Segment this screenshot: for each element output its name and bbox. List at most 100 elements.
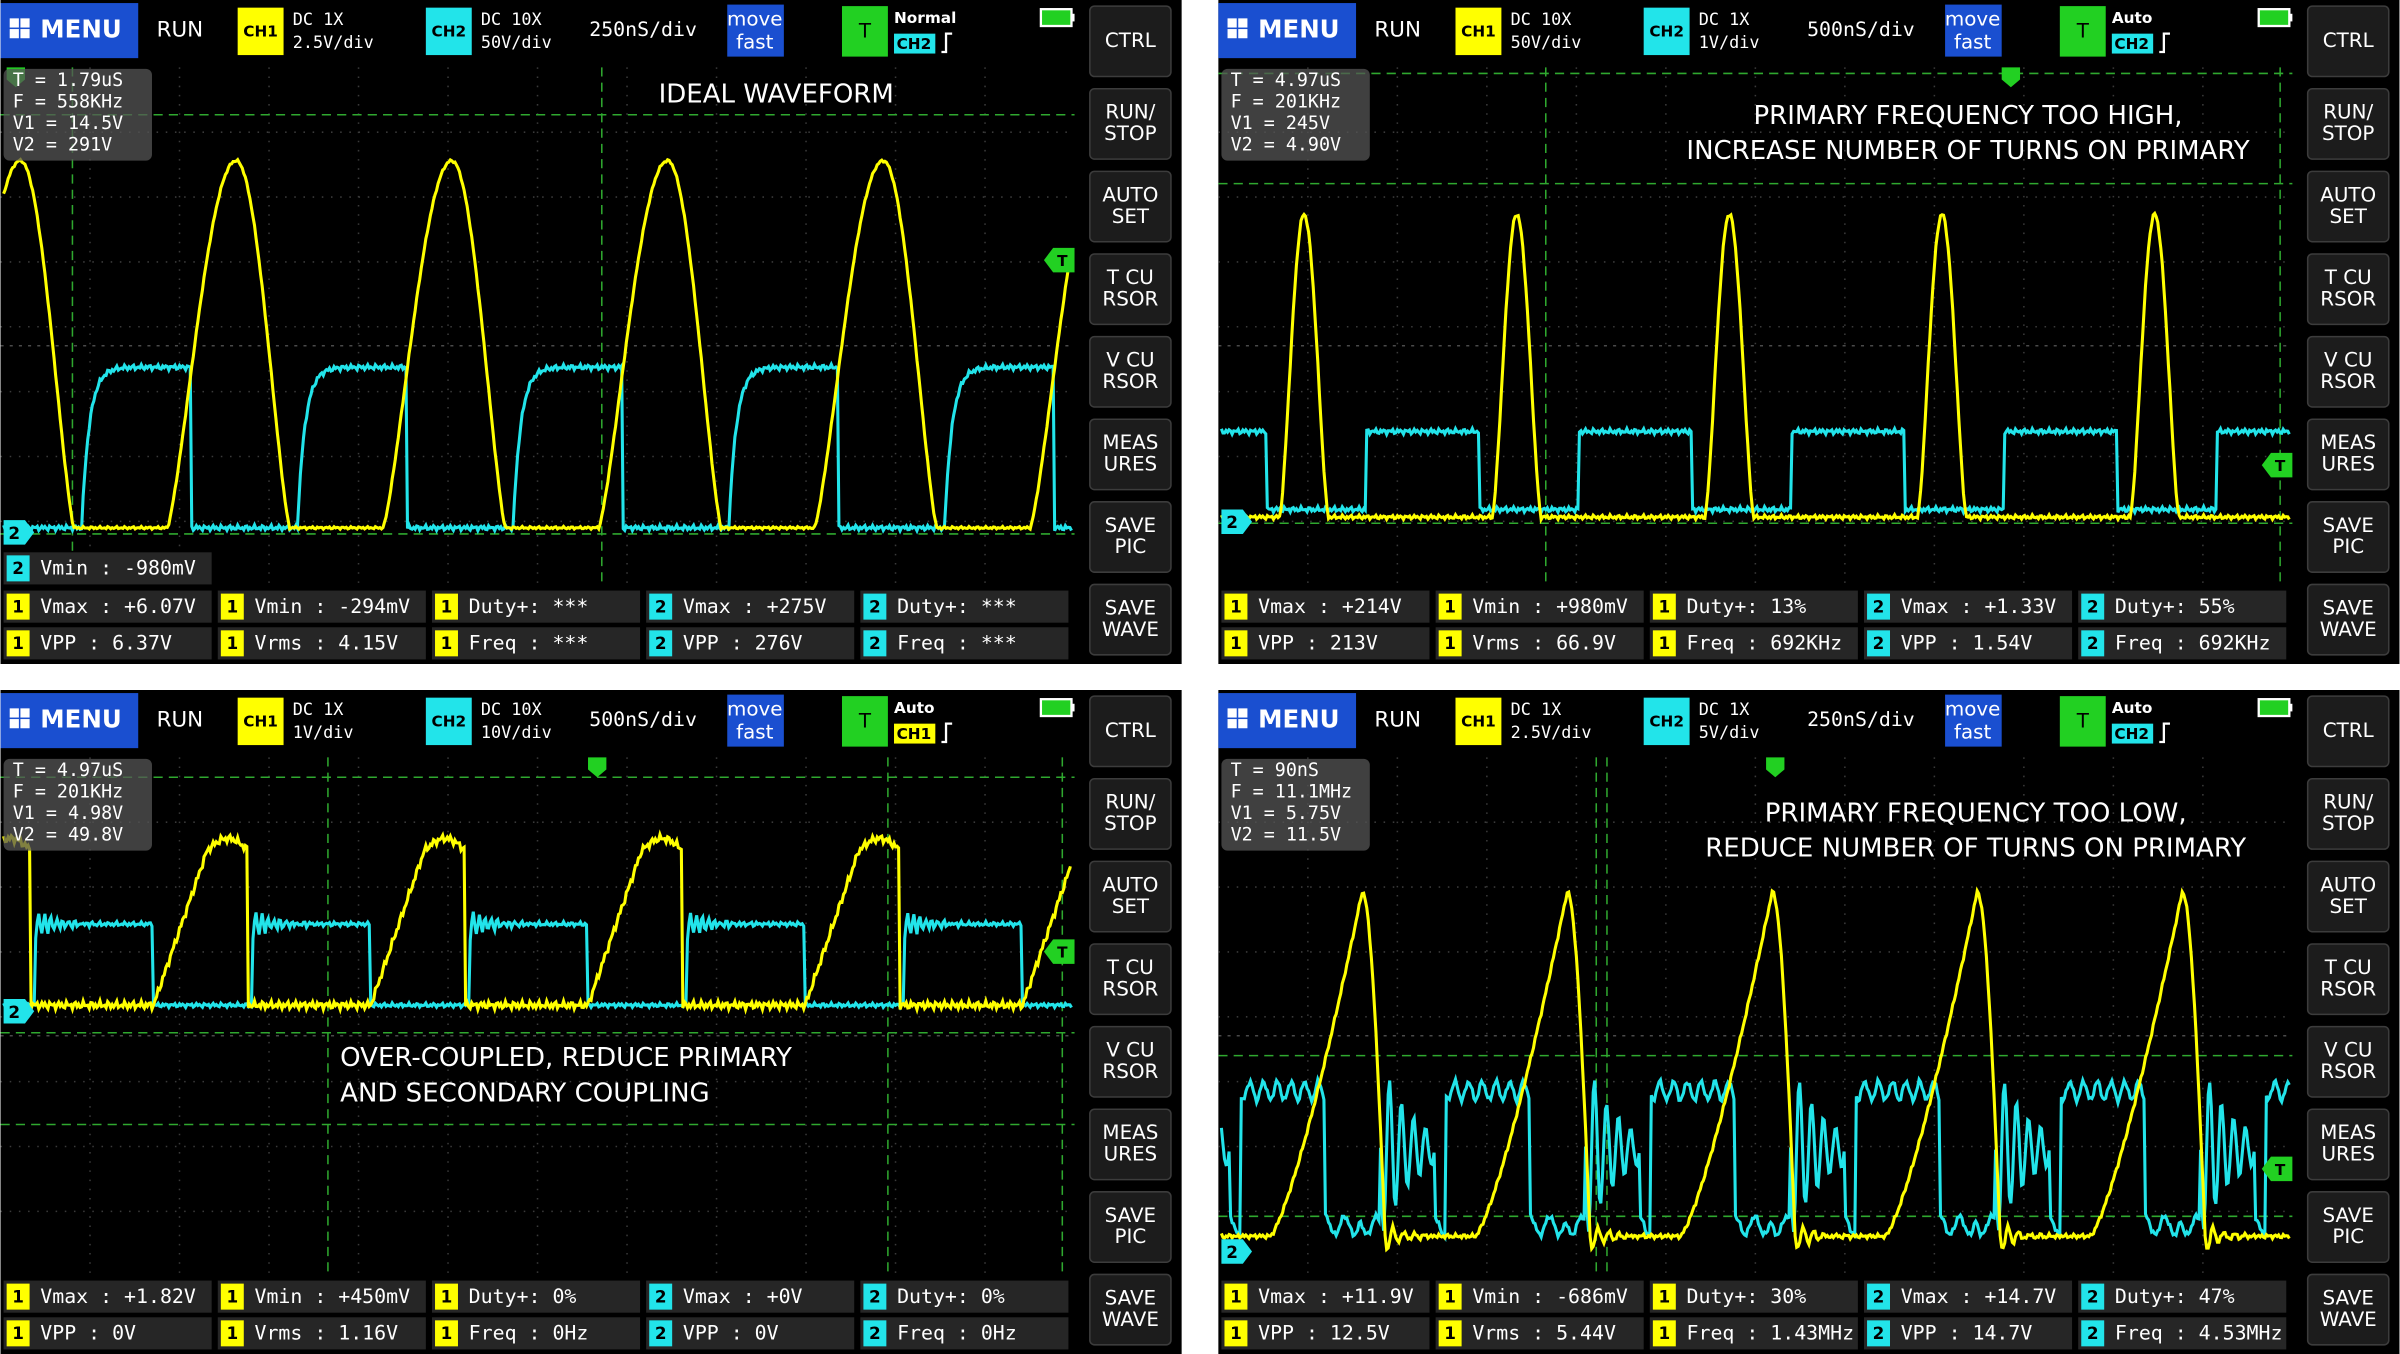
side-button[interactable]: [2306, 943, 2390, 1016]
side-button-label[interactable]: AUTO: [1102, 873, 1158, 896]
side-button-label[interactable]: MEAS: [1102, 431, 1158, 454]
side-button-label[interactable]: SAVE: [2322, 596, 2373, 619]
side-button[interactable]: [2306, 501, 2390, 573]
side-button-label[interactable]: SAVE: [1105, 1204, 1156, 1227]
move-label[interactable]: move: [1945, 7, 2001, 30]
side-button-label[interactable]: SET: [2330, 895, 2368, 918]
side-button-label[interactable]: STOP: [2322, 122, 2374, 145]
side-button-label[interactable]: SET: [1112, 895, 1150, 918]
side-button-label[interactable]: SAVE: [2322, 1286, 2373, 1309]
side-button-label[interactable]: RSOR: [2320, 1060, 2376, 1083]
fast-label[interactable]: fast: [736, 30, 774, 53]
side-button-label[interactable]: STOP: [1104, 812, 1156, 835]
side-button-label[interactable]: AUTO: [2320, 183, 2376, 206]
side-button-label[interactable]: WAVE: [2320, 618, 2377, 641]
side-button-label[interactable]: RSOR: [2320, 977, 2376, 1000]
side-button[interactable]: [1089, 777, 1172, 850]
side-button-label[interactable]: MEAS: [2320, 1121, 2376, 1144]
side-button-label[interactable]: SAVE: [2322, 514, 2373, 537]
side-button-label[interactable]: T CU: [2324, 266, 2372, 289]
side-button[interactable]: [1089, 253, 1172, 326]
side-button-label[interactable]: RSOR: [2320, 287, 2376, 310]
side-button[interactable]: [1089, 860, 1172, 933]
side-button-label[interactable]: STOP: [2322, 812, 2374, 835]
menu-label[interactable]: MENU: [1258, 705, 1339, 734]
side-button[interactable]: [1089, 695, 1172, 768]
side-button[interactable]: [1089, 1108, 1172, 1181]
side-button[interactable]: [1089, 1025, 1172, 1098]
menu-label[interactable]: MENU: [1258, 15, 1339, 44]
move-label[interactable]: move: [1945, 697, 2001, 720]
fast-label[interactable]: fast: [736, 720, 774, 743]
move-fast-bg[interactable]: [727, 694, 784, 747]
side-button-label[interactable]: URES: [1104, 1143, 1158, 1166]
side-button[interactable]: [1089, 5, 1172, 78]
side-button-label[interactable]: RUN/: [1105, 101, 1155, 124]
side-button[interactable]: [1089, 943, 1172, 1016]
side-button[interactable]: [1089, 87, 1172, 160]
side-button[interactable]: [2306, 1108, 2390, 1181]
side-button-label[interactable]: SAVE: [1105, 1286, 1156, 1309]
side-button-label[interactable]: PIC: [2332, 535, 2364, 558]
side-button-label[interactable]: SET: [2330, 205, 2368, 228]
side-button[interactable]: [1089, 1191, 1172, 1263]
side-button-label[interactable]: T CU: [1106, 956, 1154, 979]
side-button-label[interactable]: MEAS: [1102, 1121, 1158, 1144]
menu-label[interactable]: MENU: [40, 705, 121, 734]
side-button[interactable]: [2306, 777, 2390, 850]
side-button-label[interactable]: RSOR: [1102, 287, 1158, 310]
side-button-label[interactable]: SAVE: [1105, 514, 1156, 537]
side-button-label[interactable]: RSOR: [2320, 370, 2376, 393]
side-button-label[interactable]: WAVE: [1102, 618, 1159, 641]
side-button-label[interactable]: SET: [1112, 205, 1150, 228]
side-button-label[interactable]: RSOR: [1102, 1060, 1158, 1083]
side-button[interactable]: [2306, 170, 2390, 243]
side-button[interactable]: [1089, 583, 1172, 656]
side-button-label[interactable]: CTRL: [1105, 29, 1156, 52]
move-label[interactable]: move: [727, 7, 783, 30]
side-button-label[interactable]: AUTO: [1102, 183, 1158, 206]
side-button-label[interactable]: URES: [1104, 453, 1158, 476]
side-button-label[interactable]: RUN/: [2323, 791, 2373, 814]
side-button-label[interactable]: MEAS: [2320, 431, 2376, 454]
side-button-label[interactable]: PIC: [1115, 1225, 1147, 1248]
side-button-label[interactable]: T CU: [1106, 266, 1154, 289]
side-button-label[interactable]: AUTO: [2320, 873, 2376, 896]
side-button[interactable]: [2306, 1273, 2390, 1346]
side-button[interactable]: [2306, 253, 2390, 326]
side-button-label[interactable]: V CU: [2324, 1039, 2372, 1062]
move-label[interactable]: move: [727, 697, 783, 720]
side-button-label[interactable]: V CU: [2324, 349, 2372, 372]
side-button[interactable]: [1089, 335, 1172, 408]
side-button-label[interactable]: RSOR: [1102, 370, 1158, 393]
menu-label[interactable]: MENU: [40, 15, 121, 44]
side-button-label[interactable]: T CU: [2324, 956, 2372, 979]
fast-label[interactable]: fast: [1954, 30, 1992, 53]
side-button-label[interactable]: WAVE: [2320, 1308, 2377, 1331]
side-button[interactable]: [2306, 860, 2390, 933]
side-button[interactable]: [1089, 418, 1172, 491]
side-button-label[interactable]: CTRL: [2323, 29, 2374, 52]
side-button[interactable]: [2306, 1025, 2390, 1098]
side-button-label[interactable]: STOP: [1104, 122, 1156, 145]
side-button[interactable]: [2306, 5, 2390, 78]
side-button-label[interactable]: V CU: [1106, 1039, 1154, 1062]
fast-label[interactable]: fast: [1954, 720, 1992, 743]
side-button-label[interactable]: V CU: [1106, 349, 1154, 372]
side-button[interactable]: [2306, 695, 2390, 768]
side-button-label[interactable]: URES: [2321, 453, 2375, 476]
side-button-label[interactable]: RSOR: [1102, 977, 1158, 1000]
side-button[interactable]: [1089, 501, 1172, 573]
side-button-label[interactable]: CTRL: [1105, 719, 1156, 742]
side-button-label[interactable]: PIC: [2332, 1225, 2364, 1248]
side-button[interactable]: [2306, 418, 2390, 491]
side-button-label[interactable]: CTRL: [2323, 719, 2374, 742]
move-fast-bg[interactable]: [727, 4, 784, 57]
side-button[interactable]: [2306, 87, 2390, 160]
side-button-label[interactable]: URES: [2321, 1143, 2375, 1166]
side-button-label[interactable]: WAVE: [1102, 1308, 1159, 1331]
side-button-label[interactable]: RUN/: [2323, 101, 2373, 124]
move-fast-bg[interactable]: [1945, 694, 2002, 747]
side-button[interactable]: [2306, 335, 2390, 408]
side-button[interactable]: [2306, 1191, 2390, 1263]
